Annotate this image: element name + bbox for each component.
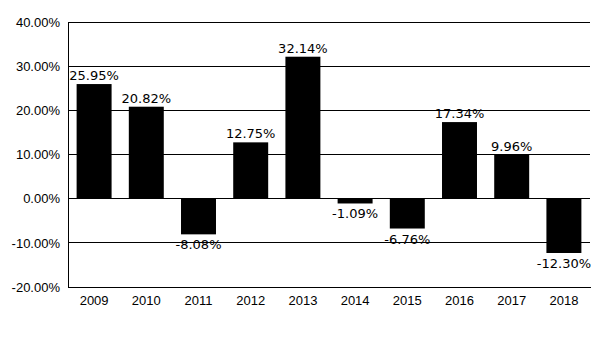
x-tick: 2017 (497, 287, 526, 308)
x-tick: 2016 (445, 287, 474, 308)
x-tick-label: 2016 (445, 293, 474, 308)
x-axis-line (69, 287, 591, 288)
x-tick: 2014 (341, 287, 370, 308)
x-tick: 2010 (132, 287, 161, 308)
data-label: -12.30% (537, 256, 591, 271)
x-tick: 2009 (80, 287, 109, 308)
grid (68, 22, 590, 287)
x-tick: 2013 (288, 287, 317, 308)
y-tick-label: 30.00% (16, 59, 61, 74)
y-tick: 30.00% (16, 59, 68, 74)
x-tick-label: 2015 (393, 293, 422, 308)
y-tick-label: 20.00% (16, 103, 61, 118)
data-label: -1.09% (332, 206, 378, 221)
plot: -20.00% -10.00% 0.00% 10.00% 20.00% 30.00% 40.… (12, 15, 591, 309)
x-tick-label: 2013 (288, 293, 317, 308)
bar (390, 199, 425, 229)
bar (442, 122, 477, 199)
data-label: 32.14% (278, 41, 328, 56)
x-tick-label: 2009 (80, 293, 109, 308)
data-label: -6.76% (384, 232, 430, 247)
bars (77, 57, 582, 253)
grid-line (68, 287, 590, 288)
data-label: 9.96% (491, 139, 532, 154)
data-labels: 25.95%20.82% -8.08% 12.75% 32.14% -1.09% -6.7… (69, 41, 591, 271)
y-tick: 0.00% (23, 191, 68, 206)
y-tick: 40.00% (16, 15, 68, 30)
bar (181, 199, 216, 235)
bar (494, 155, 529, 199)
y-tick-label: 10.00% (16, 147, 61, 162)
data-label: 25.95% (69, 68, 119, 83)
x-tick-label: 2014 (341, 293, 370, 308)
y-tick: -20.00% (12, 280, 68, 295)
y-tick-label: 0.00% (23, 191, 60, 206)
grid-line (68, 242, 590, 243)
y-axis: -20.00% -10.00% 0.00% 10.00% 20.00% 30.00% 40.… (12, 15, 69, 295)
x-tick: 2012 (236, 287, 265, 308)
y-tick-label: -10.00% (12, 235, 61, 250)
y-axis-line (68, 23, 69, 288)
y-tick: 20.00% (16, 103, 68, 118)
bar (233, 142, 268, 198)
chart: -20.00% -10.00% 0.00% 10.00% 20.00% 30.00% 40.… (0, 0, 600, 350)
bar (338, 199, 373, 204)
data-label: 20.82% (122, 91, 172, 106)
x-axis: 2009 2010 2011 2012 2013 2014 2015 2016 2017 2018 (69, 287, 591, 308)
x-tick: 2015 (393, 287, 422, 308)
y-tick-label: 40.00% (16, 15, 61, 30)
y-tick-label: -20.00% (12, 280, 61, 295)
y-tick: -10.00% (12, 235, 68, 250)
bar (546, 199, 581, 253)
bar (285, 57, 320, 199)
y-tick: 10.00% (16, 147, 68, 162)
bar (77, 84, 112, 199)
grid-line (68, 22, 590, 23)
x-tick: 2018 (549, 287, 578, 308)
x-tick-label: 2017 (497, 293, 526, 308)
bar (129, 107, 164, 199)
x-tick-label: 2011 (185, 293, 213, 308)
x-tick-label: 2018 (549, 293, 578, 308)
data-label: 12.75% (226, 126, 276, 141)
x-tick-label: 2012 (236, 293, 265, 308)
data-label: 17.34% (435, 106, 485, 121)
x-tick-label: 2010 (132, 293, 161, 308)
grid-line (68, 66, 590, 67)
x-tick: 2011 (185, 287, 213, 308)
data-label: -8.08% (176, 237, 222, 252)
